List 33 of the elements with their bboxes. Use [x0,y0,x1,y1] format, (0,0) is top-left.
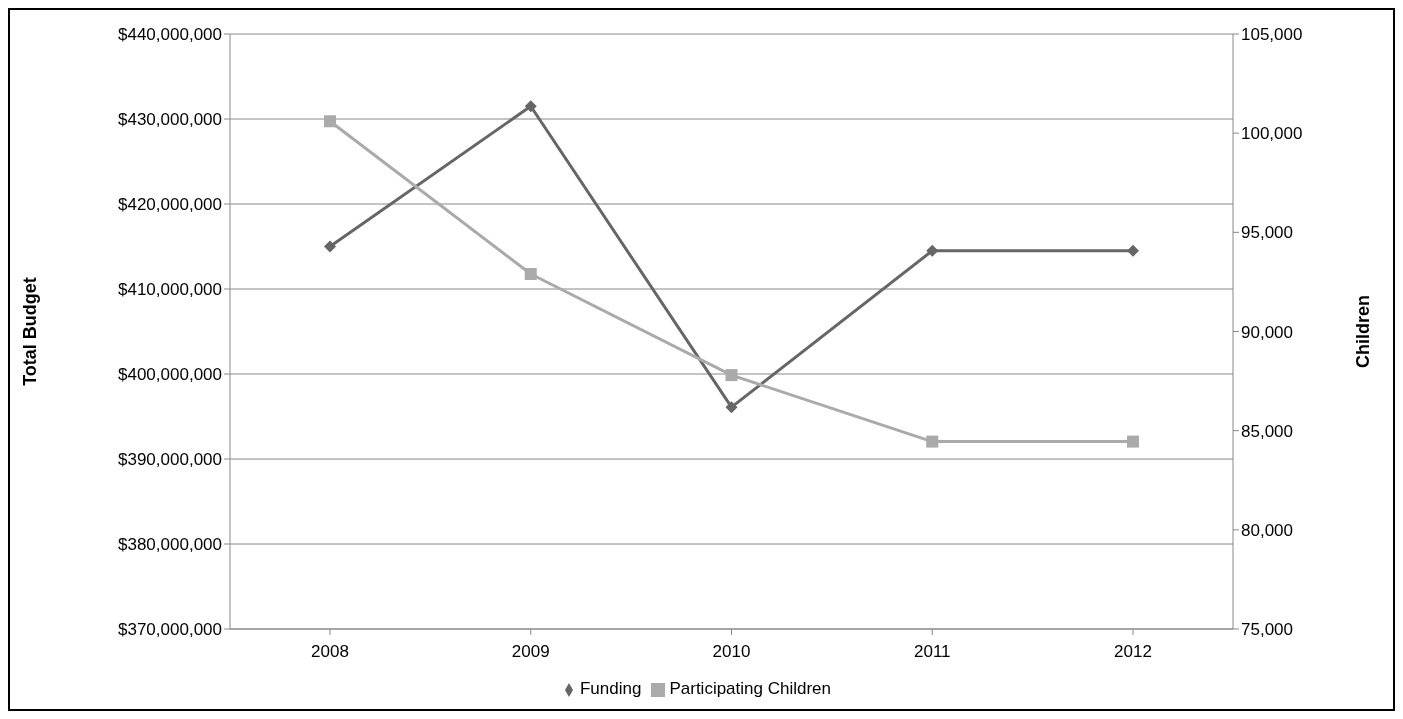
point [524,100,537,113]
y2-tick-label: 85,000 [1241,421,1293,441]
y-tick-label: $390,000,000 [118,450,222,470]
y-tick-label: $430,000,000 [118,110,222,130]
y-tick-label: $370,000,000 [118,620,222,640]
point [324,240,336,253]
point [324,115,336,128]
x-tick-label: 2008 [311,642,349,662]
y-tick-label: $420,000,000 [118,195,222,215]
y-tick-label: $400,000,000 [118,365,222,385]
x-tick-label: 2009 [511,642,550,662]
legend-label: Funding [579,679,642,698]
point [1127,244,1139,257]
y2-tick-label: 75,000 [1241,620,1293,640]
y2-tick-label: 100,000 [1241,124,1303,144]
point [524,267,537,280]
y-tick-label: $410,000,000 [118,280,222,300]
point [725,401,738,414]
y2-tick-label: 90,000 [1241,322,1293,342]
x-tick-label: 2012 [1114,642,1152,662]
y2-tick-label: 105,000 [1241,25,1303,45]
x-tick-label: 2010 [712,642,751,662]
point [725,369,738,382]
y-axis-title: Total Budget [20,277,41,386]
y2-axis-title: Children [1353,294,1374,369]
point [1127,435,1139,448]
point [926,435,939,448]
y2-tick-label: 95,000 [1241,223,1293,243]
y2-tick-label: 80,000 [1241,520,1293,540]
x-tick-label: 2011 [913,642,951,662]
legend-label: Participating Children [669,679,832,698]
y-tick-label: $380,000,000 [118,535,222,555]
y-tick-label: $440,000,000 [118,25,222,45]
